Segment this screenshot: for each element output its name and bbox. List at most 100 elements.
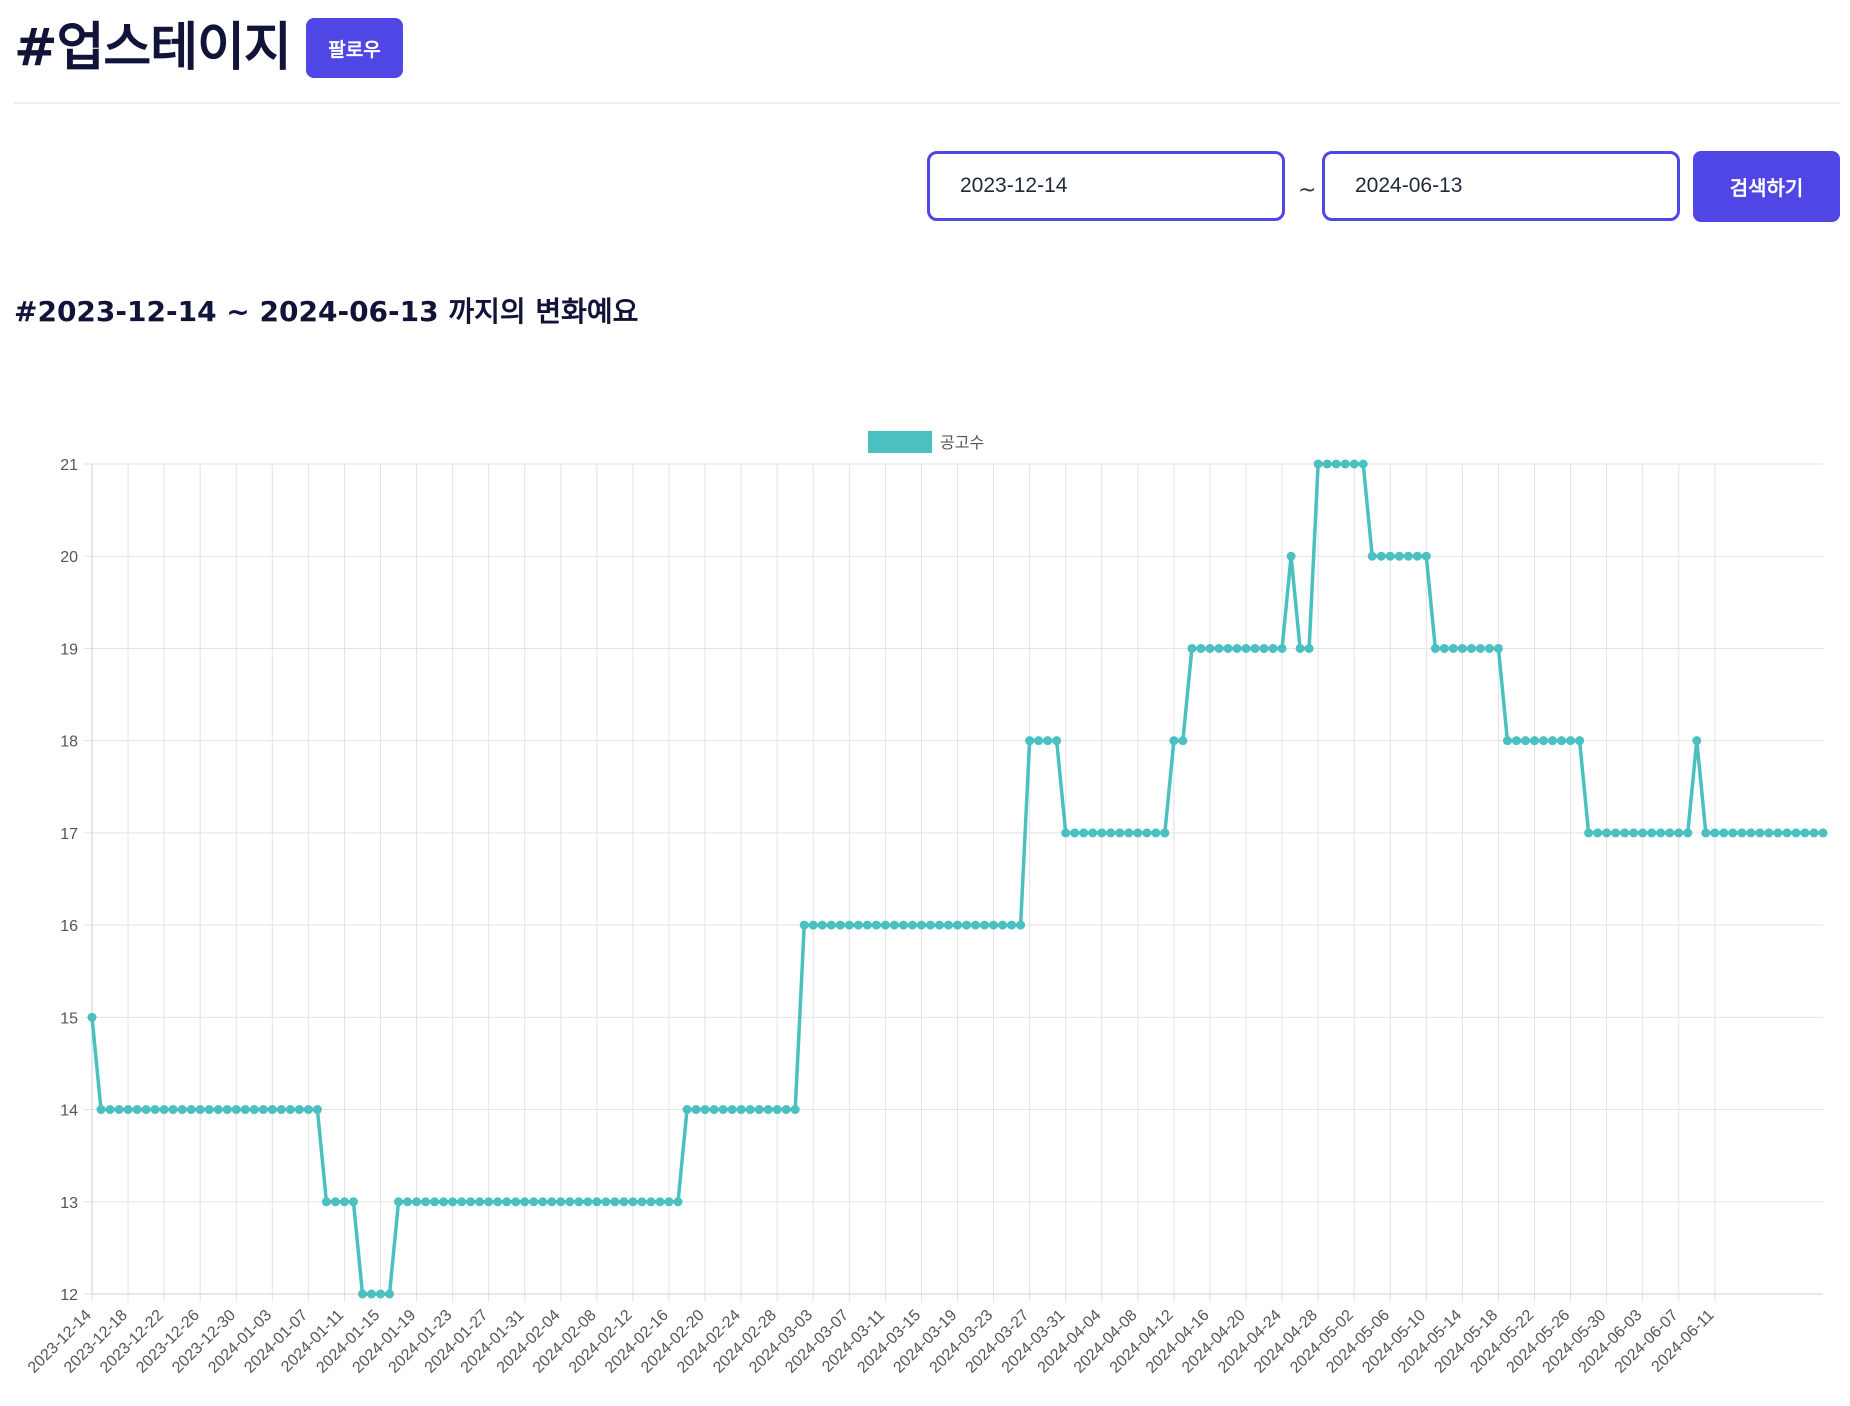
data-point [1115, 828, 1125, 838]
data-point [421, 1197, 431, 1207]
data-point [871, 920, 881, 930]
data-point [1142, 828, 1152, 838]
data-point [141, 1105, 151, 1115]
data-point [1097, 828, 1107, 838]
start-date-input[interactable] [927, 151, 1285, 221]
data-point [754, 1105, 764, 1115]
data-point [1367, 551, 1377, 561]
y-tick-label: 18 [60, 734, 78, 751]
data-point [673, 1197, 683, 1207]
y-tick-label: 20 [60, 549, 78, 566]
data-point [285, 1105, 295, 1115]
data-point [1683, 828, 1693, 838]
data-point [943, 920, 953, 930]
data-point [583, 1197, 593, 1207]
data-point [1007, 920, 1017, 930]
data-point [709, 1105, 719, 1115]
y-tick-label: 19 [60, 641, 78, 658]
data-point [1647, 828, 1657, 838]
data-point [727, 1105, 737, 1115]
data-point [403, 1197, 413, 1207]
data-point [222, 1105, 232, 1115]
data-point [790, 1105, 800, 1115]
data-point [1611, 828, 1621, 838]
data-point [321, 1197, 331, 1207]
data-point [330, 1197, 340, 1207]
data-point [1340, 459, 1350, 469]
data-point [1223, 643, 1233, 653]
data-point [1043, 736, 1053, 746]
data-point [1511, 736, 1521, 746]
data-point [835, 920, 845, 930]
data-point [475, 1197, 485, 1207]
date-range-separator: ~ [1298, 178, 1317, 203]
data-point [1304, 643, 1314, 653]
data-point [1520, 736, 1530, 746]
data-point [1475, 643, 1485, 653]
data-point [1277, 643, 1287, 653]
data-point [844, 920, 854, 930]
data-point [637, 1197, 647, 1207]
data-point [276, 1105, 286, 1115]
data-point [1061, 828, 1071, 838]
data-point [1430, 643, 1440, 653]
data-point [1196, 643, 1206, 653]
legend-label: 공고수 [940, 433, 984, 452]
data-point [1403, 551, 1413, 561]
data-point [186, 1105, 196, 1115]
data-point [457, 1197, 467, 1207]
y-tick-label: 17 [60, 826, 78, 843]
data-point [511, 1197, 521, 1207]
data-point [376, 1289, 385, 1299]
data-point [1484, 643, 1494, 653]
data-point [1800, 828, 1810, 838]
chart-axes: 121314151617181920212023-12-142023-12-18… [25, 457, 1823, 1377]
data-point [105, 1105, 115, 1115]
data-point [132, 1105, 142, 1115]
data-point [998, 920, 1008, 930]
data-point [1584, 828, 1594, 838]
data-point [1241, 643, 1251, 653]
data-point [439, 1197, 449, 1207]
data-point [1376, 551, 1386, 561]
data-point [339, 1197, 349, 1207]
data-point [962, 920, 972, 930]
y-tick-label: 14 [60, 1103, 78, 1120]
data-point [123, 1105, 133, 1115]
data-point [772, 1105, 782, 1115]
data-point [1665, 828, 1675, 838]
data-point [1710, 828, 1720, 838]
data-point [655, 1197, 665, 1207]
data-point [556, 1197, 566, 1207]
chart-legend: 공고수 [868, 431, 984, 453]
end-date-input[interactable] [1322, 151, 1680, 221]
data-point [1385, 551, 1395, 561]
data-point [502, 1197, 512, 1207]
data-point [204, 1105, 214, 1115]
data-point [1755, 828, 1765, 838]
y-tick-label: 13 [60, 1195, 78, 1212]
data-point [1502, 736, 1512, 746]
data-point [1394, 551, 1404, 561]
data-point [1412, 551, 1422, 561]
data-point [1331, 459, 1341, 469]
data-point [168, 1105, 178, 1115]
follow-button[interactable]: 팔로우 [306, 18, 403, 78]
data-point [628, 1197, 638, 1207]
chart-grid [84, 463, 1823, 1302]
data-point [736, 1105, 746, 1115]
data-point [1250, 643, 1260, 653]
chart-series [87, 459, 1828, 1299]
data-point [980, 920, 990, 930]
y-tick-label: 16 [60, 918, 78, 935]
data-point [231, 1105, 241, 1115]
data-point [1457, 643, 1467, 653]
data-point [1187, 643, 1197, 653]
data-point [240, 1105, 250, 1115]
data-point [366, 1289, 376, 1299]
data-point [565, 1197, 575, 1207]
data-point [1268, 643, 1278, 653]
data-point [889, 920, 899, 930]
data-point [1133, 828, 1143, 838]
search-button[interactable]: 검색하기 [1693, 151, 1840, 222]
